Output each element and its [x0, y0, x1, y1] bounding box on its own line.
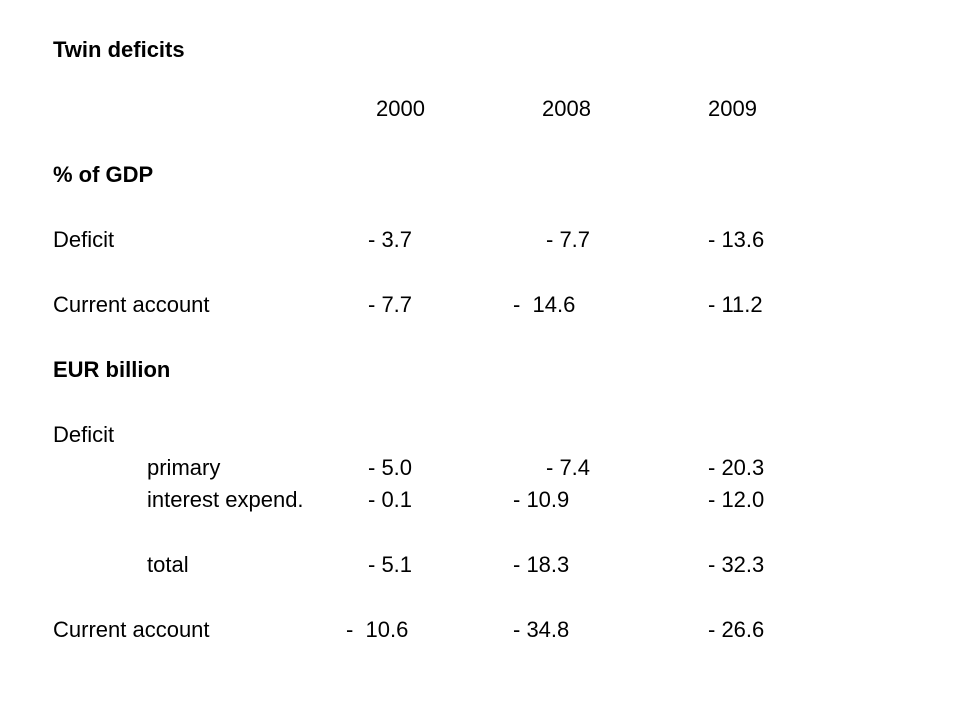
- value-deficit-2009-pct: - 13.6: [708, 227, 765, 252]
- year-header-2000: 2000: [376, 96, 425, 121]
- section-heading-eur-billion: EUR billion: [53, 357, 171, 382]
- year-header-2009: 2009: [708, 96, 757, 121]
- row-label-primary: primary: [147, 455, 221, 480]
- value-total-2000: - 5.1: [368, 552, 413, 577]
- row-label-deficit-eur: Deficit: [53, 422, 115, 447]
- value-total-2008: - 18.3: [513, 552, 570, 577]
- row-label-deficit-pct: Deficit: [53, 227, 115, 252]
- value-current-account-2009-pct: - 11.2: [708, 292, 763, 317]
- value-primary-2008: - 7.4: [546, 455, 591, 480]
- row-label-interest-expend: interest expend.: [147, 487, 304, 512]
- value-interest-expend-2008: - 10.9: [513, 487, 570, 512]
- value-primary-2009: - 20.3: [708, 455, 765, 480]
- value-deficit-2008-pct: - 7.7: [546, 227, 591, 252]
- value-deficit-2000-pct: - 3.7: [368, 227, 413, 252]
- value-current-account-2008-eur: - 34.8: [513, 617, 570, 642]
- value-current-account-2000-pct: - 7.7: [368, 292, 413, 317]
- page-title: Twin deficits: [53, 37, 185, 62]
- row-label-current-account-eur: Current account: [53, 617, 210, 642]
- section-heading-pct-gdp: % of GDP: [53, 162, 154, 187]
- year-header-2008: 2008: [542, 96, 591, 121]
- value-interest-expend-2009: - 12.0: [708, 487, 765, 512]
- value-total-2009: - 32.3: [708, 552, 765, 577]
- value-interest-expend-2000: - 0.1: [368, 487, 413, 512]
- value-current-account-2009-eur: - 26.6: [708, 617, 765, 642]
- value-primary-2000: - 5.0: [368, 455, 413, 480]
- value-current-account-2000-eur: - 10.6: [346, 617, 409, 642]
- value-current-account-2008-pct: - 14.6: [513, 292, 576, 317]
- row-label-current-account-pct: Current account: [53, 292, 210, 317]
- row-label-total: total: [147, 552, 189, 577]
